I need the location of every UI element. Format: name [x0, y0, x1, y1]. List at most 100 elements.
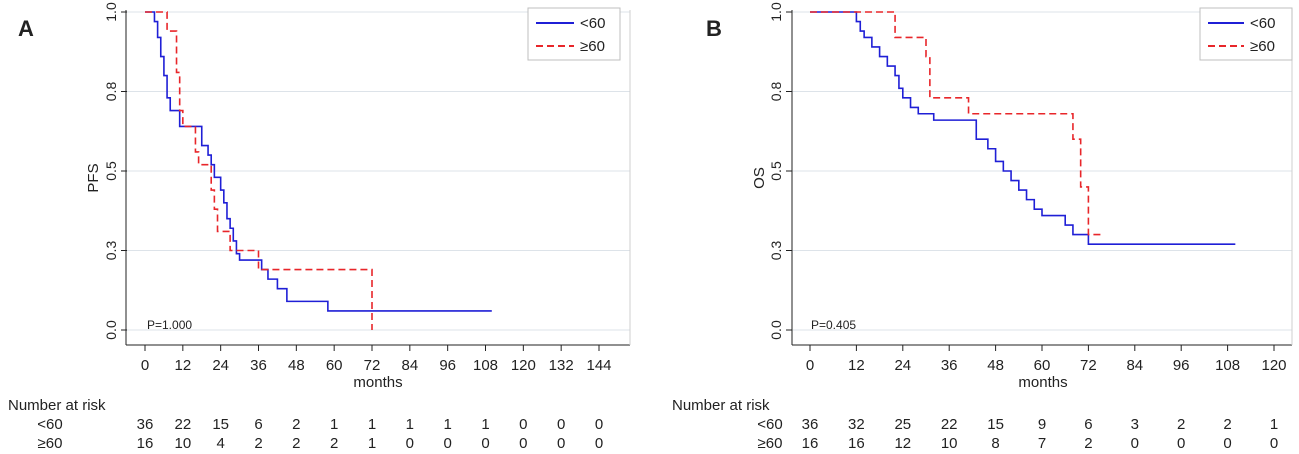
risk-cell: 1	[368, 435, 376, 452]
y-tick-label: 0.8	[103, 82, 119, 102]
x-tick-label: 72	[1080, 357, 1097, 374]
risk-table-title: Number at risk	[672, 397, 770, 414]
risk-cell: 15	[987, 416, 1004, 433]
p-value-annotation: P=1.000	[147, 318, 192, 332]
risk-cell: 1	[481, 416, 489, 433]
legend: <60 ≥60	[1199, 7, 1293, 61]
legend-label-under-60: <60	[580, 15, 605, 32]
risk-row-label-over-60: ≥60	[38, 435, 63, 452]
x-tick-label: 96	[1173, 357, 1190, 374]
x-tick-label: 120	[1261, 357, 1286, 374]
risk-table: Number at risk <60 ≥60 36 22 15 6 2 1 1 1 1 1 0 0 01…	[8, 397, 603, 452]
risk-cell: 36	[137, 416, 154, 433]
x-axis-title: months	[353, 374, 402, 391]
risk-cell: 36	[802, 416, 819, 433]
risk-cell: 2	[292, 416, 300, 433]
risk-cell: 2	[330, 435, 338, 452]
risk-cell: 1	[368, 416, 376, 433]
y-axis-title: OS	[751, 167, 768, 189]
risk-cell: 16	[137, 435, 154, 452]
risk-cell: 15	[212, 416, 229, 433]
risk-cell: 0	[1131, 435, 1139, 452]
x-tick-label: 144	[586, 357, 611, 374]
x-tick-label: 108	[473, 357, 498, 374]
risk-cell: 16	[802, 435, 819, 452]
x-tick-label: 48	[987, 357, 1004, 374]
panel-label: A	[18, 16, 34, 41]
legend: <60 ≥60	[527, 7, 621, 61]
risk-cell: 0	[481, 435, 489, 452]
risk-row-label-under-60: <60	[37, 416, 62, 433]
y-tick-label: 0.5	[103, 161, 119, 181]
survival-curve-under-60	[810, 11, 1236, 245]
risk-cell: 0	[557, 416, 565, 433]
risk-cell: 25	[894, 416, 911, 433]
x-tick-label: 84	[401, 357, 418, 374]
y-tick-label: 0.3	[768, 241, 784, 261]
risk-cell: 8	[991, 435, 999, 452]
risk-cell: 0	[519, 416, 527, 433]
risk-table: Number at risk <60 ≥60 36 32 25 22 15 9 6 3 2 2 11…	[672, 397, 1278, 452]
x-tick-label: 12	[848, 357, 865, 374]
risk-cell: 0	[1223, 435, 1231, 452]
y-axis-title: PFS	[85, 163, 102, 192]
risk-cell: 1	[443, 416, 451, 433]
x-tick-label: 132	[549, 357, 574, 374]
risk-cell: 6	[254, 416, 262, 433]
risk-cell: 2	[1084, 435, 1092, 452]
risk-cell: 0	[1270, 435, 1278, 452]
p-value-annotation: P=0.405	[811, 318, 856, 332]
y-tick-label: 0.3	[103, 241, 119, 261]
risk-cell: 2	[1177, 416, 1185, 433]
survival-curve-over-60	[145, 11, 373, 330]
x-tick-label: 60	[1034, 357, 1051, 374]
risk-cell: 1	[1270, 416, 1278, 433]
risk-cell: 2	[1223, 416, 1231, 433]
x-axis-title: months	[1018, 374, 1067, 391]
risk-cell: 0	[1177, 435, 1185, 452]
risk-cell: 16	[848, 435, 865, 452]
x-tick-label: 60	[326, 357, 343, 374]
x-tick-label: 24	[894, 357, 911, 374]
risk-cell: 10	[174, 435, 191, 452]
risk-cell: 2	[292, 435, 300, 452]
legend-label-over-60: ≥60	[1250, 38, 1275, 55]
x-tick-label: 12	[174, 357, 191, 374]
x-tick-label: 72	[364, 357, 381, 374]
risk-cell: 9	[1038, 416, 1046, 433]
risk-cell: 3	[1131, 416, 1139, 433]
risk-cell: 0	[519, 435, 527, 452]
y-tick-label: 0.0	[103, 320, 119, 340]
risk-cell: 12	[894, 435, 911, 452]
panel-a: A 0.00.30.50.81.0 0 12 24 36 48 60 72 84 96 108 12…	[0, 0, 634, 454]
x-tick-label: 0	[806, 357, 814, 374]
risk-cell: 0	[595, 416, 603, 433]
x-tick-label: 36	[250, 357, 267, 374]
legend-box	[527, 7, 621, 61]
y-tick-label: 1.0	[103, 2, 119, 22]
x-tick-label: 96	[439, 357, 456, 374]
risk-cell: 0	[443, 435, 451, 452]
y-tick-label: 0.8	[768, 82, 784, 102]
risk-row-label-under-60: <60	[757, 416, 782, 433]
legend-label-under-60: <60	[1250, 15, 1275, 32]
panel-label: B	[706, 16, 722, 41]
risk-cell: 0	[557, 435, 565, 452]
risk-cell: 32	[848, 416, 865, 433]
survival-curve-over-60	[810, 11, 1104, 236]
risk-row-label-over-60: ≥60	[758, 435, 783, 452]
x-tick-label: 48	[288, 357, 305, 374]
panel-b: B 0.00.30.50.81.0 0 12 24 36 48 60 72 84 96 108 12…	[672, 2, 1293, 452]
x-tick-label: 108	[1215, 357, 1240, 374]
risk-cell: 1	[330, 416, 338, 433]
x-tick-label: 24	[212, 357, 229, 374]
risk-cell: 22	[174, 416, 191, 433]
risk-cell: 6	[1084, 416, 1092, 433]
risk-table-title: Number at risk	[8, 397, 106, 414]
x-tick-label: 0	[141, 357, 149, 374]
risk-cell: 7	[1038, 435, 1046, 452]
x-tick-label: 84	[1126, 357, 1143, 374]
risk-cell: 4	[216, 435, 224, 452]
x-tick-label: 120	[511, 357, 536, 374]
